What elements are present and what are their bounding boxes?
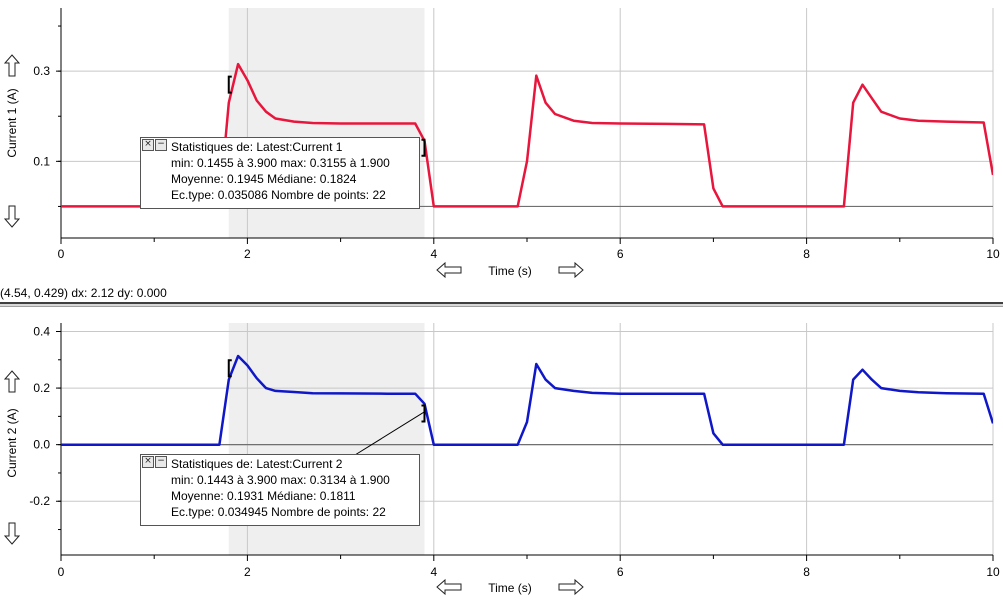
y-tick-label: 0.1 [33,154,50,168]
stats-mean-median: Moyenne: 0.1931 Médiane: 0.1811 [171,489,356,503]
down-arrow-icon[interactable] [3,205,21,228]
x-tick-label: 2 [244,565,251,579]
selection-bracket [421,138,426,157]
stats-title: Statistiques de: Latest:Current 2 [171,457,343,471]
y-tick-label: -0.2 [29,494,50,508]
y-axis-label: Current 2 (A) [5,408,19,477]
selection-bracket [421,404,426,423]
stats-min-max: min: 0.1443 à 3.900 max: 0.3134 à 1.900 [171,473,390,487]
right-arrow-icon[interactable] [558,578,584,596]
data-series-line [61,354,993,446]
up-arrow-icon[interactable] [3,54,21,77]
x-tick-label: 8 [803,247,810,261]
x-axis-label: Time (s) [488,264,532,278]
x-tick-label: 8 [803,565,810,579]
x-tick-label: 6 [617,565,624,579]
stats-mean-median: Moyenne: 0.1945 Médiane: 0.1824 [171,172,357,186]
stats-stdev-count: Ec.type: 0.035086 Nombre de points: 22 [171,188,386,202]
panel-divider[interactable] [0,302,1003,307]
statistics-box-current-2[interactable]: × − Statistiques de: Latest:Current 2 mi… [140,454,420,526]
selection-bracket [227,75,232,94]
x-tick-label: 4 [430,565,437,579]
y-tick-label: 0.2 [33,381,50,395]
stats-stdev-count: Ec.type: 0.034945 Nombre de points: 22 [171,505,386,519]
x-axis-label: Time (s) [488,581,532,595]
left-arrow-icon[interactable] [436,261,462,279]
x-tick-label: 0 [58,247,65,261]
stats-leader-line [354,411,425,456]
stats-title: Statistiques de: Latest:Current 1 [171,140,343,154]
statistics-box-current-1[interactable]: × − Statistiques de: Latest:Current 1 mi… [140,137,420,209]
minimize-icon[interactable]: − [155,456,167,468]
close-icon[interactable]: × [142,456,154,468]
x-tick-label: 10 [986,247,1000,261]
x-tick-label: 0 [58,565,65,579]
data-series-line [61,62,993,208]
left-arrow-icon[interactable] [436,578,462,596]
x-tick-label: 10 [986,565,1000,579]
x-tick-label: 4 [430,247,437,261]
stats-min-max: min: 0.1455 à 3.900 max: 0.3155 à 1.900 [171,156,390,170]
right-arrow-icon[interactable] [558,261,584,279]
y-axis-label: Current 1 (A) [5,88,19,157]
y-tick-label: 0.3 [33,64,50,78]
x-tick-label: 6 [617,247,624,261]
minimize-icon[interactable]: − [155,139,167,151]
close-icon[interactable]: × [142,139,154,151]
selection-bracket [227,359,232,378]
y-tick-label: 0.4 [33,324,50,338]
coordinate-readout: (4.54, 0.429) dx: 2.12 dy: 0.000 [0,286,167,300]
up-arrow-icon[interactable] [3,370,21,393]
x-tick-label: 2 [244,247,251,261]
y-tick-label: 0.0 [33,438,50,452]
down-arrow-icon[interactable] [3,522,21,545]
